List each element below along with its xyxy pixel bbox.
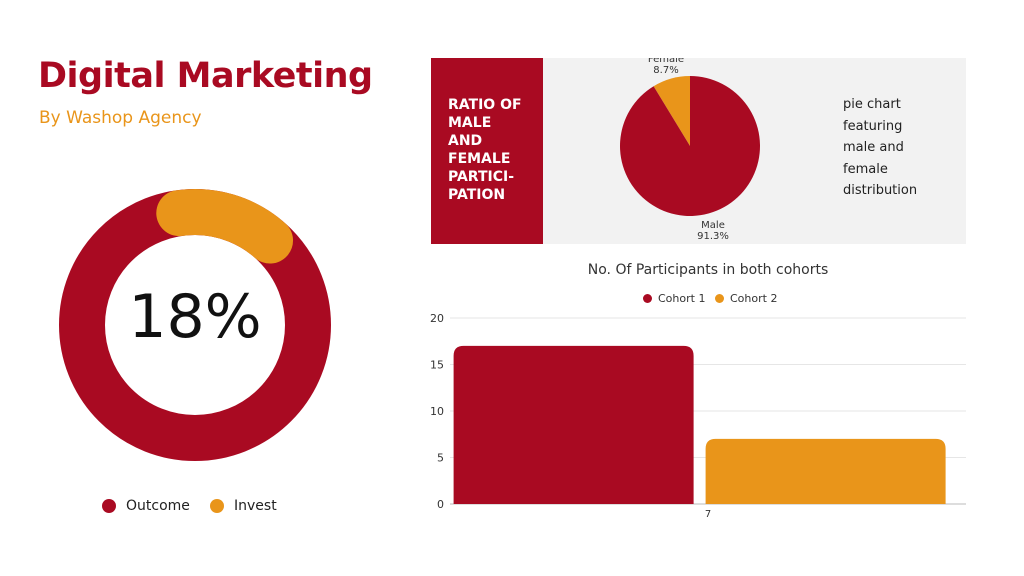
legend-swatch-invest xyxy=(210,499,224,513)
bar-legend-label-cohort-2: Cohort 2 xyxy=(730,292,778,305)
legend-item-invest: Invest xyxy=(210,498,277,514)
donut-chart xyxy=(59,189,331,461)
bar-cohort-2 xyxy=(705,438,946,504)
bar-legend-label-cohort-1: Cohort 1 xyxy=(658,292,706,305)
legend-label-outcome: Outcome xyxy=(126,498,190,514)
bar-chart-title: No. Of Participants in both cohorts xyxy=(587,262,829,278)
bar-legend-swatch-cohort-2 xyxy=(715,294,724,303)
pie-title: RATIO OF MALE AND FEMALE PARTICI- PATION xyxy=(448,97,522,203)
bar-cohort-1 xyxy=(453,345,694,504)
donut-segment-invest xyxy=(59,189,331,461)
pie-value-female: 8.7% xyxy=(653,65,678,76)
pie-slice-female xyxy=(653,76,690,146)
y-tick-label: 10 xyxy=(430,405,444,418)
pie-label-female: Female xyxy=(648,58,684,65)
bar-legend-cohort-2: Cohort 2 xyxy=(715,292,777,305)
bar-legend-cohort-1: Cohort 1 xyxy=(643,292,705,305)
page-subtitle: By Washop Agency xyxy=(39,108,202,128)
pie-slice-male xyxy=(620,76,760,216)
legend-item-outcome: Outcome xyxy=(102,498,190,514)
bar-legend-swatch-cohort-1 xyxy=(643,294,652,303)
x-tick-label: 7 xyxy=(705,509,711,520)
pie-label-male: Male xyxy=(701,220,725,231)
y-tick-label: 0 xyxy=(437,498,444,511)
y-tick-label: 15 xyxy=(430,359,444,372)
page-title: Digital Marketing xyxy=(38,56,373,96)
pie-value-male: 91.3% xyxy=(697,231,729,242)
y-tick-label: 20 xyxy=(430,312,444,325)
legend-swatch-outcome xyxy=(102,499,116,513)
pie-title-box: RATIO OF MALE AND FEMALE PARTICI- PATION xyxy=(431,58,543,244)
bar-chart: 0 5 10 15 20 7 xyxy=(430,312,966,520)
pie-description: pie chart featuring male and female dist… xyxy=(843,97,918,198)
donut-center-label: 18% xyxy=(128,282,262,352)
y-tick-label: 5 xyxy=(437,452,444,465)
legend-label-invest: Invest xyxy=(234,498,277,514)
